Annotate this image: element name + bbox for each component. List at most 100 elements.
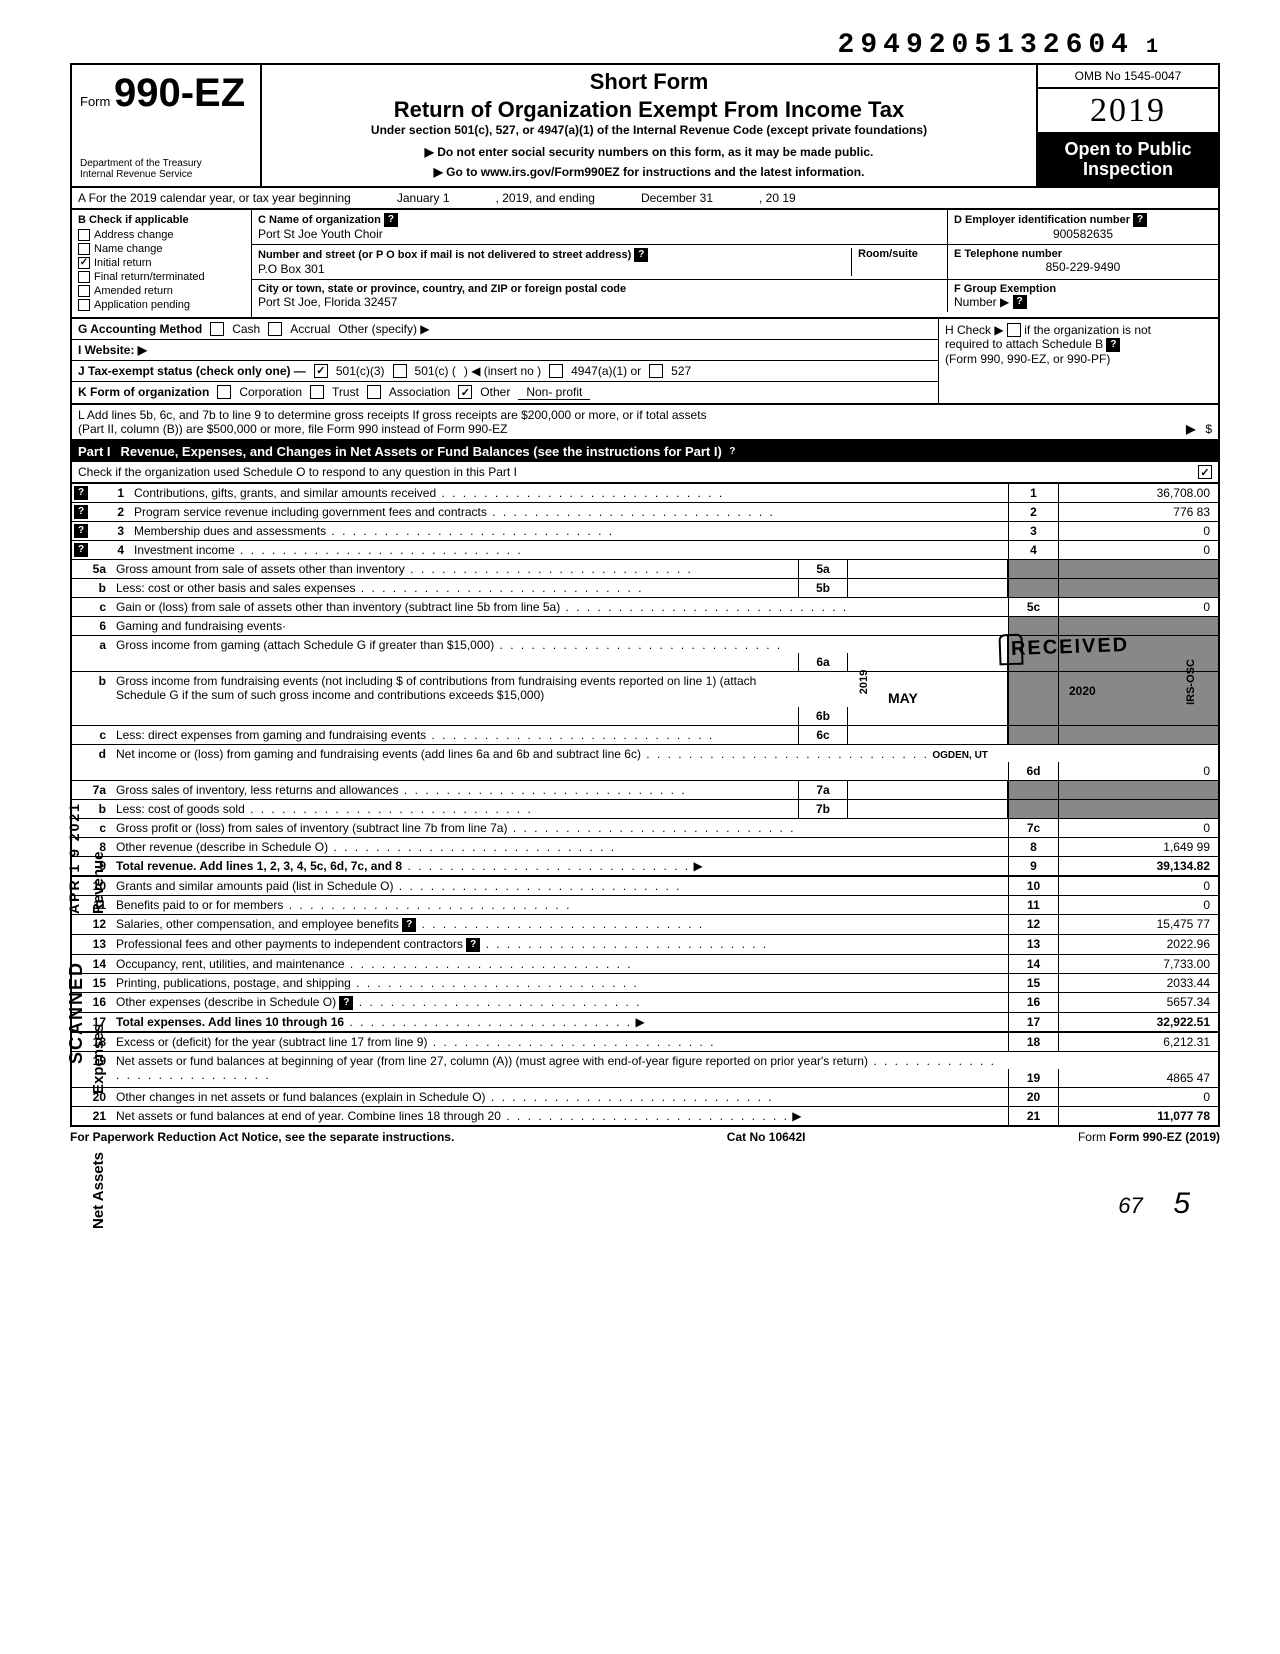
row-i-website: I Website: ▶ [72, 340, 938, 361]
row-l: L Add lines 5b, 6c, and 7b to line 9 to … [70, 405, 1220, 441]
column-b-checkboxes: B Check if applicable Address change Nam… [72, 210, 252, 317]
row-h-schedule-b: H Check ▶ if the organization is not req… [938, 319, 1218, 403]
omb-number: OMB No 1545-0047 [1038, 65, 1218, 89]
help-icon[interactable]: ? [74, 486, 88, 500]
line-3: ? 3Membership dues and assessments 30 [72, 522, 1218, 541]
line-6a: aGross income from gaming (attach Schedu… [72, 636, 1218, 672]
line-7a: 7aGross sales of inventory, less returns… [72, 781, 1218, 800]
header-title-block: Short Form Return of Organization Exempt… [262, 65, 1038, 186]
line-6d: dNet income or (loss) from gaming and fu… [72, 745, 1218, 781]
line-8: 8Other revenue (describe in Schedule O) … [72, 838, 1218, 857]
line-13: 13Professional fees and other payments t… [72, 935, 1218, 955]
line-10: 10Grants and similar amounts paid (list … [72, 877, 1218, 896]
row-k-form-org: K Form of organization Corporation Trust… [72, 382, 938, 403]
side-date-stamp: APR 1 9 2021 [66, 802, 82, 914]
chk-final-return[interactable]: Final return/terminated [78, 271, 245, 283]
chk-initial-return[interactable]: ✓Initial return [78, 257, 245, 269]
chk-cash[interactable] [210, 322, 224, 336]
help-icon[interactable]: ? [339, 996, 353, 1010]
footer: For Paperwork Reduction Act Notice, see … [70, 1127, 1220, 1147]
help-icon[interactable]: ? [402, 918, 416, 932]
subtitle: Under section 501(c), 527, or 4947(a)(1)… [272, 123, 1026, 137]
chk-amended-return[interactable]: Amended return [78, 285, 245, 297]
line-14: 14Occupancy, rent, utilities, and mainte… [72, 955, 1218, 974]
chk-527[interactable] [649, 364, 663, 378]
chk-application-pending[interactable]: Application pending [78, 299, 245, 311]
row-a-tax-year: A For the 2019 calendar year, or tax yea… [70, 188, 1220, 210]
cell-c-org-name: C Name of organization ? Port St Joe You… [252, 210, 948, 244]
header-right: OMB No 1545-0047 2019 Open to PublicInsp… [1038, 65, 1218, 186]
help-icon[interactable]: ? [466, 938, 480, 952]
line-1: ? 1Contributions, gifts, grants, and sim… [72, 484, 1218, 503]
cell-address: Number and street (or P O box if mail is… [252, 245, 948, 279]
line-7b: bLess: cost of goods sold 7b [72, 800, 1218, 819]
line-18: 18Excess or (deficit) for the year (subt… [72, 1033, 1218, 1052]
row-j-tax-exempt: J Tax-exempt status (check only one) — ✓… [72, 361, 938, 382]
stamp-2020: 2020 [1069, 684, 1096, 698]
footer-mid: Cat No 10642I [727, 1130, 806, 1144]
stamp-may: MAY [888, 690, 918, 706]
line-7c: cGross profit or (loss) from sales of in… [72, 819, 1218, 838]
chk-corporation[interactable] [217, 385, 231, 399]
line-9: 9Total revenue. Add lines 1, 2, 3, 4, 5c… [72, 857, 1218, 877]
chk-name-change[interactable]: Name change [78, 243, 245, 255]
note-ssn: ▶ Do not enter social security numbers o… [272, 145, 1026, 159]
part1-check-line: Check if the organization used Schedule … [70, 462, 1220, 484]
footer-right: Form Form 990-EZ (2019) [1078, 1130, 1220, 1144]
chk-association[interactable] [367, 385, 381, 399]
side-label-expenses: Expenses [90, 1024, 107, 1094]
line-5a: 5aGross amount from sale of assets other… [72, 560, 1218, 579]
chk-schedule-o[interactable]: ✓ [1198, 465, 1212, 479]
line-21: 21Net assets or fund balances at end of … [72, 1107, 1218, 1125]
help-icon[interactable]: ? [74, 524, 88, 538]
line-15: 15Printing, publications, postage, and s… [72, 974, 1218, 993]
cell-e-phone: E Telephone number 850-229-9490 [948, 245, 1218, 279]
line-4: ? 4Investment income 40 [72, 541, 1218, 560]
help-icon[interactable]: ? [634, 248, 648, 262]
form-header: Form 990-EZ Department of the Treasury I… [70, 63, 1220, 188]
columns-c-d-e-f: C Name of organization ? Port St Joe You… [252, 210, 1218, 317]
help-icon[interactable]: ? [74, 505, 88, 519]
help-icon[interactable]: ? [1013, 295, 1027, 309]
help-icon[interactable]: ? [725, 445, 739, 459]
help-icon[interactable]: ? [384, 213, 398, 227]
side-scanned-stamp: SCANNED [66, 961, 87, 1064]
chk-4947[interactable] [549, 364, 563, 378]
line-2: ? 2Program service revenue including gov… [72, 503, 1218, 522]
help-icon[interactable]: ? [1133, 213, 1147, 227]
title-main: Return of Organization Exempt From Incom… [272, 97, 1026, 123]
chk-501c[interactable] [393, 364, 407, 378]
line-5c: cGain or (loss) from sale of assets othe… [72, 598, 1218, 617]
stamp-irs-osc: IRS-OSC [1185, 659, 1197, 705]
stamp-2019: 2019 [858, 670, 870, 694]
help-icon[interactable]: ? [1106, 338, 1120, 352]
line-17: 17Total expenses. Add lines 10 through 1… [72, 1013, 1218, 1033]
help-icon[interactable]: ? [74, 543, 88, 557]
chk-other[interactable]: ✓ [458, 385, 472, 399]
footer-left: For Paperwork Reduction Act Notice, see … [70, 1130, 454, 1144]
block-b-through-f: B Check if applicable Address change Nam… [70, 210, 1220, 319]
chk-trust[interactable] [310, 385, 324, 399]
header-left: Form 990-EZ Department of the Treasury I… [72, 65, 262, 186]
form-number: Form 990-EZ [80, 71, 252, 116]
line-5b: bLess: cost or other basis and sales exp… [72, 579, 1218, 598]
line-6c: cLess: direct expenses from gaming and f… [72, 726, 1218, 745]
chk-501c3[interactable]: ✓ [314, 364, 328, 378]
open-to-public-badge: Open to PublicInspection [1038, 134, 1218, 186]
cell-d-ein: D Employer identification number ? 90058… [948, 210, 1218, 244]
line-16: 16Other expenses (describe in Schedule O… [72, 993, 1218, 1013]
chk-accrual[interactable] [268, 322, 282, 336]
cell-city: City or town, state or province, country… [252, 280, 948, 313]
cell-f-group-exemption: F Group Exemption Number ▶ ? [948, 280, 1218, 313]
part-1-header: Part I Revenue, Expenses, and Changes in… [70, 441, 1220, 463]
line-20: 20Other changes in net assets or fund ba… [72, 1088, 1218, 1107]
agency-lines: Department of the Treasury Internal Reve… [80, 158, 252, 180]
chk-address-change[interactable]: Address change [78, 229, 245, 241]
line-6: 6Gaming and fundraising events· [72, 617, 1218, 636]
line-6b: bGross income from fundraising events (n… [72, 672, 1218, 726]
side-label-revenue: Revenue [90, 852, 107, 915]
part1-grid: ? 1Contributions, gifts, grants, and sim… [70, 484, 1220, 1126]
title-short-form: Short Form [272, 69, 1026, 95]
chk-schedule-b[interactable] [1007, 323, 1021, 337]
document-id-number: 29492051326041 [70, 30, 1220, 61]
